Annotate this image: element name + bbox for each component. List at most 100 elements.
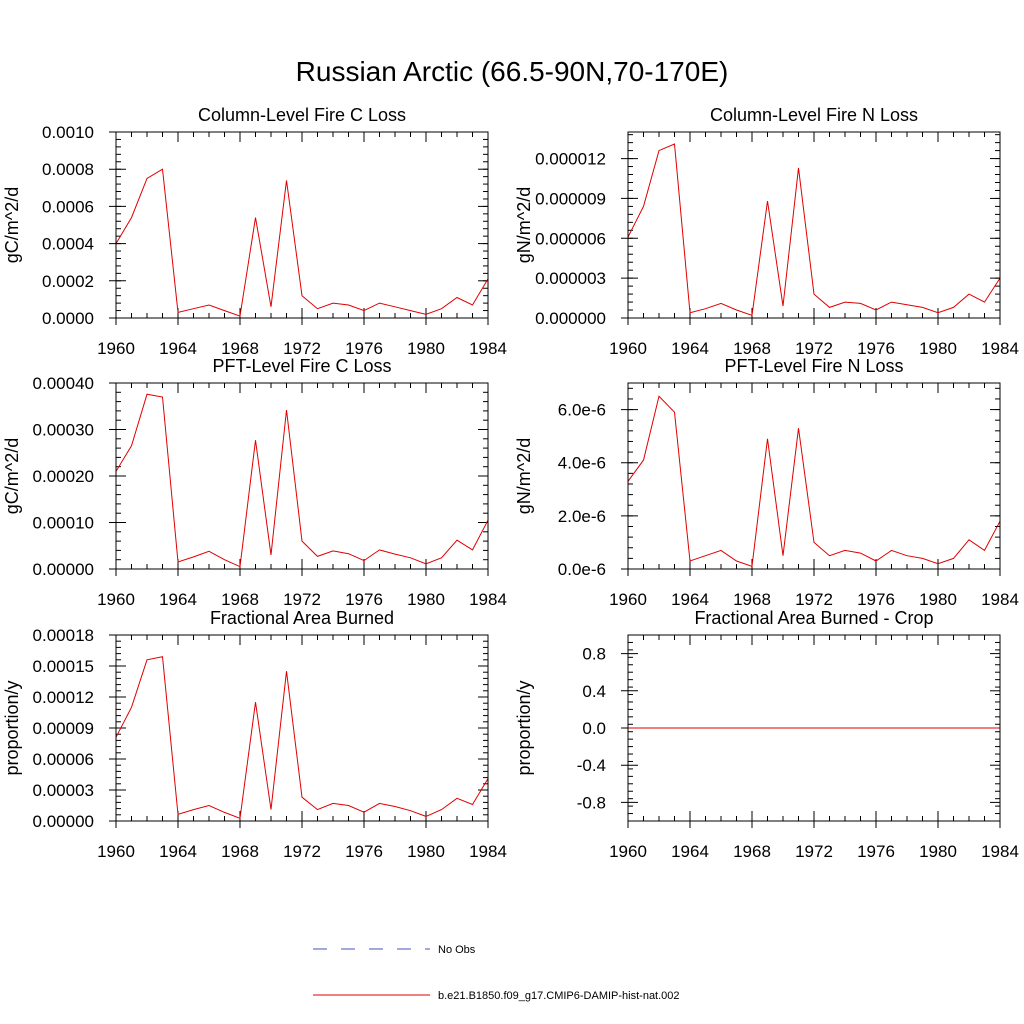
x-tick-label: 1980 [407, 590, 445, 609]
x-tick-label: 1976 [345, 842, 383, 861]
x-tick-label: 1976 [345, 590, 383, 609]
x-tick-label: 1980 [919, 842, 957, 861]
y-tick-label: 0.000012 [535, 150, 606, 169]
y-tick-label: 0.000000 [535, 309, 606, 328]
y-axis-label: gC/m^2/d [2, 438, 22, 514]
y-axis-label: gN/m^2/d [514, 187, 534, 263]
x-tick-label: 1972 [795, 842, 833, 861]
y-axis-label: proportion/y [514, 680, 534, 775]
plot-frame [627, 382, 1001, 570]
x-tick-label: 1972 [283, 590, 321, 609]
y-axis-label: proportion/y [2, 680, 22, 775]
x-tick-label: 1976 [857, 590, 895, 609]
x-tick-label: 1960 [609, 842, 647, 861]
x-tick-label: 1960 [97, 590, 135, 609]
y-tick-label: 0.00030 [33, 421, 94, 440]
x-tick-label: 1972 [283, 339, 321, 358]
x-tick-label: 1968 [221, 842, 259, 861]
x-tick-label: 1964 [671, 339, 709, 358]
y-tick-label: 0.4 [582, 682, 606, 701]
y-tick-label: 0.0000 [42, 309, 94, 328]
y-tick-label: 6.0e-6 [558, 401, 606, 420]
x-tick-label: 1960 [97, 842, 135, 861]
x-tick-label: 1972 [795, 339, 833, 358]
x-tick-label: 1960 [97, 339, 135, 358]
x-tick-label: 1964 [671, 590, 709, 609]
panel-title: Column-Level Fire N Loss [710, 105, 918, 125]
y-axis-label: gC/m^2/d [2, 187, 22, 263]
y-tick-label: 0.00006 [33, 750, 94, 769]
series-line [627, 143, 1001, 316]
y-tick-label: -0.4 [577, 756, 606, 775]
x-tick-label: 1976 [345, 339, 383, 358]
y-tick-label: 0.00020 [33, 467, 94, 486]
x-tick-label: 1964 [159, 339, 197, 358]
panel-title: PFT-Level Fire N Loss [724, 356, 903, 376]
series-line [115, 393, 489, 568]
y-tick-label: 0.00012 [33, 688, 94, 707]
series-line [115, 168, 489, 317]
x-tick-label: 1968 [733, 842, 771, 861]
x-tick-label: 1972 [283, 842, 321, 861]
x-tick-label: 1968 [733, 590, 771, 609]
y-tick-label: 0.0004 [42, 235, 94, 254]
x-tick-label: 1984 [981, 842, 1019, 861]
y-tick-label: 0.00010 [33, 514, 94, 533]
plot-frame [115, 382, 489, 570]
x-tick-label: 1980 [919, 339, 957, 358]
y-tick-label: 0.00000 [33, 812, 94, 831]
chart-panel-5: 0.00000 0.00003 0.00006 0.00009 0.00012 0.000… [2, 608, 507, 861]
x-tick-label: 1964 [159, 590, 197, 609]
x-tick-label: 1980 [407, 339, 445, 358]
x-tick-label: 1984 [469, 842, 507, 861]
y-tick-label: 0.00040 [33, 374, 94, 393]
panel-title: Fractional Area Burned [210, 608, 394, 628]
y-tick-label: 0.0e-6 [558, 560, 606, 579]
x-tick-label: 1960 [609, 339, 647, 358]
legend-label-model: b.e21.B1850.f09_g17.CMIP6-DAMIP-hist-nat… [438, 990, 680, 1002]
y-tick-label: 0.000009 [535, 189, 606, 208]
y-tick-label: -0.8 [577, 793, 606, 812]
legend-label-no-obs: No Obs [438, 944, 476, 956]
series-line [115, 656, 489, 819]
y-tick-label: 0.00000 [33, 560, 94, 579]
x-tick-label: 1960 [609, 590, 647, 609]
legend: No Obs b.e21.B1850.f09_g17.CMIP6-DAMIP-hi… [313, 944, 680, 1002]
chart-panel-4: 0.0e-6 2.0e-6 4.0e-6 6.0e-6 1960 1964 1968 1972… [514, 356, 1019, 609]
panel-title: Column-Level Fire C Loss [198, 105, 406, 125]
x-tick-label: 1968 [221, 339, 259, 358]
x-tick-label: 1972 [795, 590, 833, 609]
chart-panel-6: -0.8 -0.4 0.0 0.4 0.8 1960 1964 1968 1972 1976 198… [514, 608, 1019, 861]
y-tick-label: 0.00018 [33, 626, 94, 645]
x-tick-label: 1976 [857, 842, 895, 861]
panel-title: PFT-Level Fire C Loss [212, 356, 391, 376]
chart-panel-3: 0.00000 0.00010 0.00020 0.00030 0.00040 1960 1… [2, 356, 507, 609]
x-tick-label: 1968 [733, 339, 771, 358]
x-tick-label: 1984 [981, 590, 1019, 609]
y-tick-label: 0.000003 [535, 269, 606, 288]
x-tick-label: 1980 [919, 590, 957, 609]
x-tick-label: 1964 [159, 842, 197, 861]
y-tick-label: 0.00015 [33, 657, 94, 676]
x-tick-label: 1968 [221, 590, 259, 609]
y-tick-label: 0.0008 [42, 160, 94, 179]
y-tick-label: 2.0e-6 [558, 507, 606, 526]
plot-frame [627, 131, 1001, 319]
panel-title: Fractional Area Burned - Crop [694, 608, 933, 628]
y-tick-label: 4.0e-6 [558, 454, 606, 473]
y-tick-label: 0.00003 [33, 781, 94, 800]
x-tick-label: 1984 [469, 339, 507, 358]
y-tick-label: 0.0002 [42, 272, 94, 291]
series-line [627, 395, 1001, 567]
x-tick-label: 1964 [671, 842, 709, 861]
y-tick-label: 0.0006 [42, 197, 94, 216]
x-tick-label: 1980 [407, 842, 445, 861]
y-tick-label: 0.000006 [535, 229, 606, 248]
y-tick-label: 0.8 [582, 645, 606, 664]
y-tick-label: 0.0010 [42, 123, 94, 142]
y-tick-label: 0.0 [582, 719, 606, 738]
figure-title: Russian Arctic (66.5-90N,70-170E) [295, 56, 729, 87]
y-axis-label: gN/m^2/d [514, 438, 534, 514]
plot-frame [115, 634, 489, 822]
